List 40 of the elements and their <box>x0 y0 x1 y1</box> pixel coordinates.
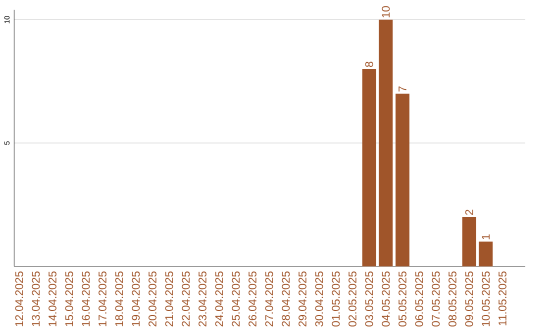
x-tick-label: 30.04.2025 <box>315 271 324 326</box>
x-tick-label: 07.05.2025 <box>432 271 440 326</box>
bar <box>378 20 393 266</box>
x-tick-label: 22.04.2025 <box>182 271 190 326</box>
x-tick-label: 03.05.2025 <box>365 271 374 326</box>
x-tick-label: 12.04.2025 <box>15 271 24 326</box>
x-tick-label: 01.05.2025 <box>332 271 340 326</box>
x-tick-label: 16.04.2025 <box>82 271 90 326</box>
x-tick-label: 14.04.2025 <box>48 271 56 326</box>
x-tick-label: 15.04.2025 <box>65 271 74 326</box>
x-tick-label: 28.04.2025 <box>282 271 290 326</box>
data-label: 8 <box>365 62 374 67</box>
data-label: 10 <box>382 6 390 18</box>
x-tick-label: 18.04.2025 <box>115 271 124 326</box>
x-tick-label: 02.05.2025 <box>348 271 356 326</box>
x-tick-label: 17.04.2025 <box>98 271 106 326</box>
x-tick-label: 23.04.2025 <box>198 271 206 326</box>
x-tick-label: 21.04.2025 <box>165 271 174 326</box>
data-label: 1 <box>482 234 490 240</box>
x-tick-label: 04.05.2025 <box>382 271 390 326</box>
x-tick-label: 29.04.2025 <box>298 271 306 326</box>
x-tick-label: 08.05.2025 <box>448 271 456 326</box>
bar <box>478 241 493 266</box>
x-tick-label: 19.04.2025 <box>132 271 140 326</box>
x-tick-label: 06.05.2025 <box>415 271 424 326</box>
x-tick-label: 05.05.2025 <box>398 271 406 326</box>
x-tick-label: 24.04.2025 <box>215 271 224 326</box>
data-label: 7 <box>398 86 406 92</box>
x-tick-label: 13.04.2025 <box>32 271 40 326</box>
x-tick-label: 09.05.2025 <box>465 271 474 326</box>
x-tick-label: 20.04.2025 <box>148 271 156 326</box>
bar <box>362 68 376 266</box>
x-tick-label: 11.05.2025 <box>498 271 506 326</box>
x-tick-label: 26.04.2025 <box>248 271 256 326</box>
x-tick-label: 10.05.2025 <box>482 271 490 326</box>
bar <box>462 216 476 266</box>
x-tick-label: 25.04.2025 <box>232 271 240 326</box>
x-tick-label: 27.04.2025 <box>265 271 274 326</box>
data-label: 2 <box>465 210 474 215</box>
bar <box>396 94 410 266</box>
